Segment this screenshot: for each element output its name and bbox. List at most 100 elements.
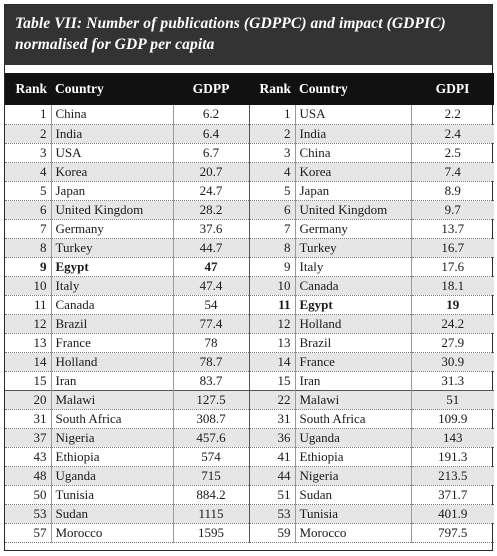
- country-left-cell: Malawi: [51, 389, 174, 410]
- country-right-cell: Japan: [295, 181, 412, 201]
- header-country-left: Country: [55, 81, 104, 96]
- country-left-cell: Brazil: [51, 314, 174, 334]
- country-right-cell: France: [295, 352, 412, 372]
- gdpi-cell: 30.9: [411, 352, 494, 372]
- gdpi-cell: 797.5: [411, 523, 494, 543]
- table-row: 57 Morocco 1595 59 Morocco 797.5: [5, 523, 494, 543]
- country-left-cell: France: [51, 333, 174, 353]
- country-left-cell: Korea: [51, 162, 174, 182]
- gdpp-cell: 457.6: [173, 428, 250, 448]
- gdpi-cell: 109.9: [411, 409, 494, 429]
- gdpp-cell: 77.4: [173, 314, 250, 334]
- country-right-cell: United Kingdom: [295, 200, 412, 220]
- gdpi-cell: 17.6: [411, 257, 494, 277]
- gdpi-cell: 13.7: [411, 219, 494, 239]
- gdpp-cell: 127.5: [173, 389, 250, 410]
- rank-right-cell: 2: [249, 124, 296, 144]
- rank-right-cell: 4: [249, 162, 296, 182]
- rank-left-cell: 13: [5, 333, 52, 353]
- rank-right-cell: 14: [249, 352, 296, 372]
- gdpp-cell: 574: [173, 447, 250, 467]
- table-row: 9 Egypt 47 9 Italy 17.6: [5, 257, 494, 277]
- header-rank-left: Rank: [15, 81, 47, 96]
- gdpi-cell: 143: [411, 428, 494, 448]
- gdpp-cell: 78: [173, 333, 250, 353]
- gdpp-cell: 308.7: [173, 409, 250, 429]
- header-row: Rank Country GDPP Rank Country GDPI: [5, 73, 494, 105]
- gdpp-cell: 884.2: [173, 485, 250, 505]
- country-right-cell: Italy: [295, 257, 412, 277]
- table-row: 31 South Africa 308.7 31 South Africa 109.9: [5, 409, 494, 429]
- gdpi-cell: 18.1: [411, 276, 494, 296]
- country-right-cell: Egypt: [295, 295, 412, 315]
- country-right-cell: Brazil: [295, 333, 412, 353]
- table-frame: Table VII: Number of publications (GDPPC…: [4, 4, 494, 551]
- country-left-cell: Egypt: [51, 257, 174, 277]
- gdpi-cell: 31.3: [411, 371, 494, 391]
- gdpi-cell: 2.2: [411, 105, 494, 125]
- country-right-cell: Tunisia: [295, 504, 412, 524]
- rank-right-cell: 13: [249, 333, 296, 353]
- rank-right-cell: 12: [249, 314, 296, 334]
- rank-right-cell: 15: [249, 371, 296, 391]
- gdpp-cell: 6.4: [173, 124, 250, 144]
- rank-right-cell: 44: [249, 466, 296, 486]
- country-right-cell: India: [295, 124, 412, 144]
- gdpi-cell: 2.5: [411, 143, 494, 163]
- rank-right-cell: 22: [249, 389, 296, 410]
- country-left-cell: Japan: [51, 181, 174, 201]
- country-left-cell: Holland: [51, 352, 174, 372]
- gdpi-cell: 27.9: [411, 333, 494, 353]
- gdpi-cell: 191.3: [411, 447, 494, 467]
- gdpi-cell: 7.4: [411, 162, 494, 182]
- table-row: 2 India 6.4 2 India 2.4: [5, 124, 494, 144]
- rank-left-cell: 5: [5, 181, 52, 201]
- header-country-right: Country: [299, 81, 348, 96]
- table-row: 13 France 78 13 Brazil 27.9: [5, 333, 494, 353]
- table-row: 14 Holland 78.7 14 France 30.9: [5, 352, 494, 372]
- rank-left-cell: 57: [5, 523, 52, 543]
- country-right-cell: Malawi: [295, 389, 412, 410]
- country-right-cell: Korea: [295, 162, 412, 182]
- rank-left-cell: 50: [5, 485, 52, 505]
- country-left-cell: South Africa: [51, 409, 174, 429]
- country-right-cell: Iran: [295, 371, 412, 391]
- country-right-cell: China: [295, 143, 412, 163]
- country-left-cell: Sudan: [51, 504, 174, 524]
- rank-left-cell: 1: [5, 105, 52, 125]
- gdpp-cell: 54: [173, 295, 250, 315]
- rank-left-cell: 53: [5, 504, 52, 524]
- rank-right-cell: 11: [249, 295, 296, 315]
- rank-left-cell: 9: [5, 257, 52, 277]
- gdpi-cell: 24.2: [411, 314, 494, 334]
- country-left-cell: Turkey: [51, 238, 174, 258]
- rank-right-cell: 10: [249, 276, 296, 296]
- country-left-cell: Ethiopia: [51, 447, 174, 467]
- table-row: 37 Nigeria 457.6 36 Uganda 143: [5, 428, 494, 448]
- country-right-cell: Holland: [295, 314, 412, 334]
- title-gap: [5, 65, 492, 73]
- rank-right-cell: 5: [249, 181, 296, 201]
- country-right-cell: Canada: [295, 276, 412, 296]
- country-left-cell: Morocco: [51, 523, 174, 543]
- table-title: Table VII: Number of publications (GDPPC…: [5, 5, 492, 65]
- gdpp-cell: 78.7: [173, 352, 250, 372]
- country-right-cell: Uganda: [295, 428, 412, 448]
- rank-left-cell: 37: [5, 428, 52, 448]
- header-gdpp: GDPP: [192, 81, 230, 96]
- rank-left-cell: 6: [5, 200, 52, 220]
- gdpp-cell: 1595: [173, 523, 250, 543]
- table-row: 3 USA 6.7 3 China 2.5: [5, 143, 494, 163]
- country-left-cell: Germany: [51, 219, 174, 239]
- gdpp-cell: 83.7: [173, 371, 250, 391]
- rank-right-cell: 9: [249, 257, 296, 277]
- rank-left-cell: 2: [5, 124, 52, 144]
- rank-right-cell: 8: [249, 238, 296, 258]
- rank-right-cell: 59: [249, 523, 296, 543]
- rank-left-cell: 3: [5, 143, 52, 163]
- rank-left-cell: 31: [5, 409, 52, 429]
- table-row: 1 China 6.2 1 USA 2.2: [5, 105, 494, 125]
- gdpp-cell: 24.7: [173, 181, 250, 201]
- country-left-cell: USA: [51, 143, 174, 163]
- rank-left-cell: 14: [5, 352, 52, 372]
